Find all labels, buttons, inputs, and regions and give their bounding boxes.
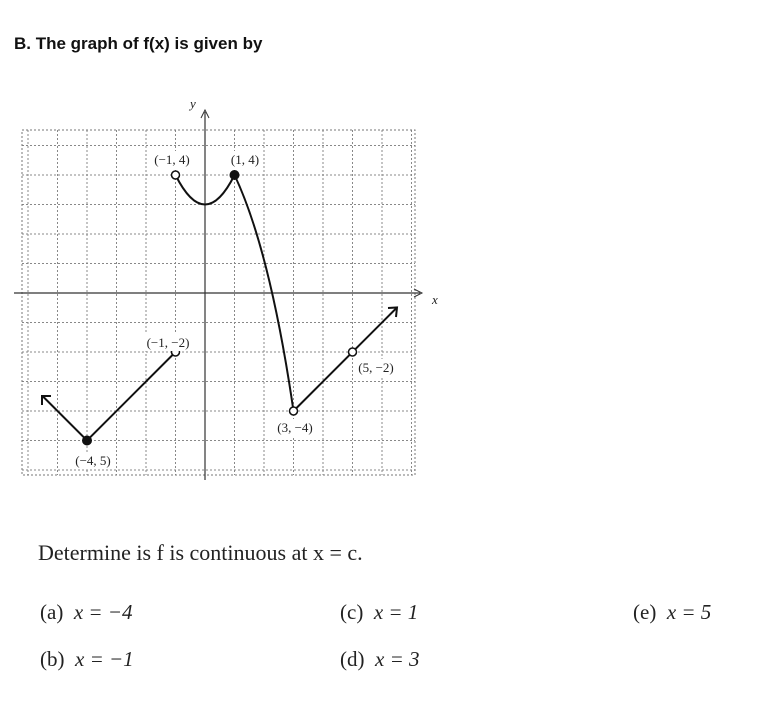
option-label: (b) [40, 647, 65, 671]
option-label: (d) [340, 647, 365, 671]
x-arrow [413, 288, 424, 298]
point-label: (−1, 4) [154, 152, 190, 167]
question: Determine is f is continuous at x = c. [38, 540, 363, 565]
option-expr: x = 3 [375, 647, 420, 671]
label-bg [228, 151, 262, 168]
option-expr: x = −4 [73, 600, 133, 624]
option-expr: x = 5 [666, 600, 712, 624]
point-label: (1, 4) [231, 152, 259, 167]
label-bg [144, 334, 192, 351]
point-label: (−1, −2) [147, 335, 190, 350]
x-axis-label: x [431, 292, 438, 307]
open-point [170, 170, 181, 180]
y-arrow [200, 108, 210, 119]
option-expr: x = 1 [373, 600, 419, 624]
option-expr: x = −1 [75, 647, 134, 671]
label-bg [275, 419, 315, 436]
y-axis-label: y [188, 96, 196, 111]
option-label: (c) [340, 600, 364, 624]
closed-point [229, 170, 240, 180]
open-point [288, 406, 299, 416]
point-label: (5, −2) [358, 360, 394, 375]
option: (b) x = −1 [40, 647, 134, 672]
option: (a) x = −4 [40, 600, 132, 625]
option: (d) x = 3 [340, 647, 420, 672]
closed-point [82, 435, 92, 446]
label-bg [356, 359, 396, 376]
graph: x y (−1, 4) (1, 4) (−1, −2) (5, −2) (3, −4) (… [14, 96, 438, 480]
option: (e) x = 5 [633, 600, 711, 625]
label-bg [152, 151, 192, 168]
open-point [347, 347, 358, 357]
point-label: (3, −4) [277, 420, 313, 435]
label-bg [73, 452, 113, 469]
option-label: (e) [633, 600, 657, 624]
point-label: (−4, 5) [75, 453, 111, 468]
grid-border [21, 129, 416, 476]
function-curve [41, 174, 399, 442]
heading: B. The graph of f(x) is given by [14, 34, 263, 53]
option: (c) x = 1 [340, 600, 418, 625]
option-label: (a) [40, 600, 64, 624]
